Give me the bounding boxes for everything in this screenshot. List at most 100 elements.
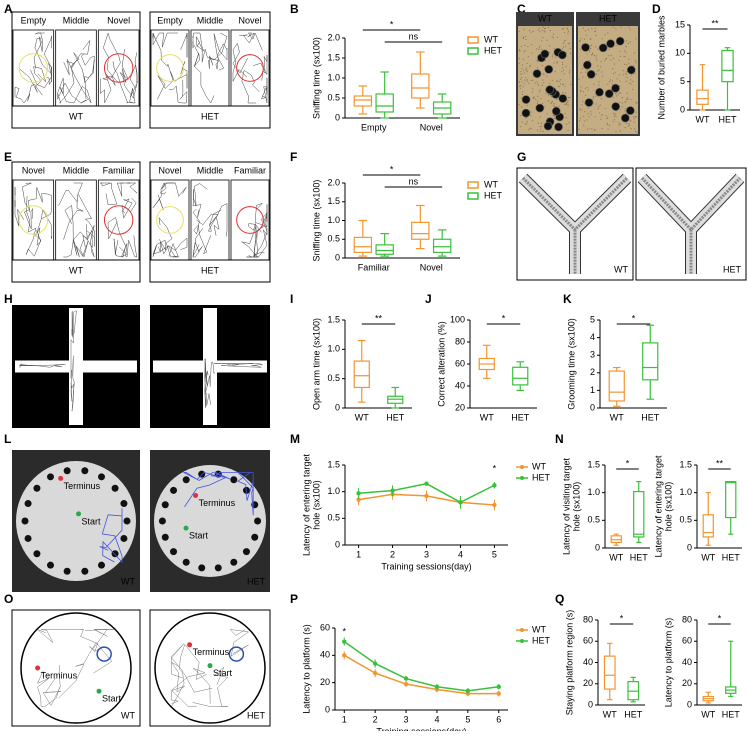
pane-caption: WT [69,111,83,121]
marker-label: Terminus [64,481,101,491]
significance-label: ** [716,458,724,468]
panel-label: C [517,2,526,16]
y-tick-label: 40 [320,650,330,660]
bedding-grain [634,128,636,130]
bedding-grain [565,66,567,68]
trajectory [152,239,167,257]
y-tick-label: 0 [325,704,330,714]
bedding-grain [625,122,628,125]
marker-dot [193,492,199,498]
trajectory [14,187,25,227]
bedding-grain [553,105,555,107]
bedding-grain [565,116,568,119]
y-tick-label: 0 [595,542,600,552]
bedding-grain [614,71,616,73]
bedding-grain [558,105,560,107]
bedding-grain [525,38,527,41]
bedding-grain [523,72,525,74]
bedding-grain [597,108,599,110]
bedding-grain [526,120,528,122]
pool-frame [11,609,141,727]
trajectory [63,239,89,258]
bedding-grain [527,45,529,48]
bedding-grain [607,117,609,119]
trajectory [241,226,257,258]
y-axis-label: Open arm time (sx100) [311,318,321,410]
bedding-grain [539,116,541,118]
bedding-grain [584,30,586,32]
x-tick-label: WT [701,552,715,562]
box [432,238,452,253]
bedding-grain [619,130,622,132]
x-tick-label: 4 [458,549,463,559]
trajectory [57,190,84,240]
bedding-grain [598,81,600,83]
x-tick-label: 1 [356,549,361,559]
bedding-grain [523,28,525,31]
bedding-grain [633,118,635,120]
bedding-grain [542,26,544,28]
panel-label: E [4,150,12,164]
bedding-grain [595,95,597,97]
y-tick-label: 3 [590,350,595,360]
bedding-grain [588,60,590,62]
bedding-grain [634,60,637,62]
y-tick-label: 100 [450,314,465,324]
bedding-grain [562,69,564,71]
trajectory [192,667,229,707]
bedding-grain [521,81,523,83]
chamber [55,179,97,261]
bedding-grain [520,84,522,87]
bedding-grain [595,34,597,37]
bedding-grain [566,103,568,106]
y-axis-label: Correct alteration (%) [436,321,446,407]
bedding-grain [556,62,558,64]
bedding-grain [561,28,563,30]
bedding-grain [586,53,588,55]
bedding-grain [561,62,564,64]
bedding-grain [532,30,534,33]
bedding-grain [546,39,548,41]
bedding-grain [550,102,552,105]
y-tick-label: 0 [588,699,593,709]
bedding-grain [599,112,601,114]
y-tick-label: 20 [455,402,465,412]
bedding-grain [636,102,638,104]
trajectory [152,33,174,100]
bedding-grain [618,59,620,61]
bedding-grain [562,84,564,86]
hole [161,533,169,541]
closed-arm [69,308,83,425]
marble [521,95,531,104]
object-zone [156,54,184,82]
x-tick-label: HET [722,709,741,719]
bedding-grain [569,53,572,55]
hole [214,564,222,572]
bedding-grain [625,40,628,42]
bedding-grain [601,114,604,116]
chamber [190,179,230,261]
bedding-grain [621,97,624,99]
bedding-grain [619,109,621,111]
bedding-grain [615,95,618,97]
bedding-grain [582,27,585,29]
bedding-grain [520,78,522,80]
y-axis-label: Sniffing time (sx100) [311,37,321,119]
bedding-grain [519,50,521,52]
significance-label: * [390,164,394,174]
bedding-grain [587,89,589,91]
x-tick-label: 1 [342,714,347,724]
y-axis-label: hole (sx100) [571,482,581,532]
bedding-grain [541,48,543,51]
bedding-grain [635,61,637,64]
bedding-grain [634,130,637,132]
bedding-grain [582,100,584,102]
pool [20,612,132,724]
bedding-grain [540,98,542,100]
bedding-grain [561,67,563,69]
y-tick-label: 0.5 [327,373,340,383]
bedding-grain [530,79,532,82]
trajectory [58,642,113,699]
bedding-grain [587,113,589,115]
y-tick-label: 0.5 [327,234,340,244]
